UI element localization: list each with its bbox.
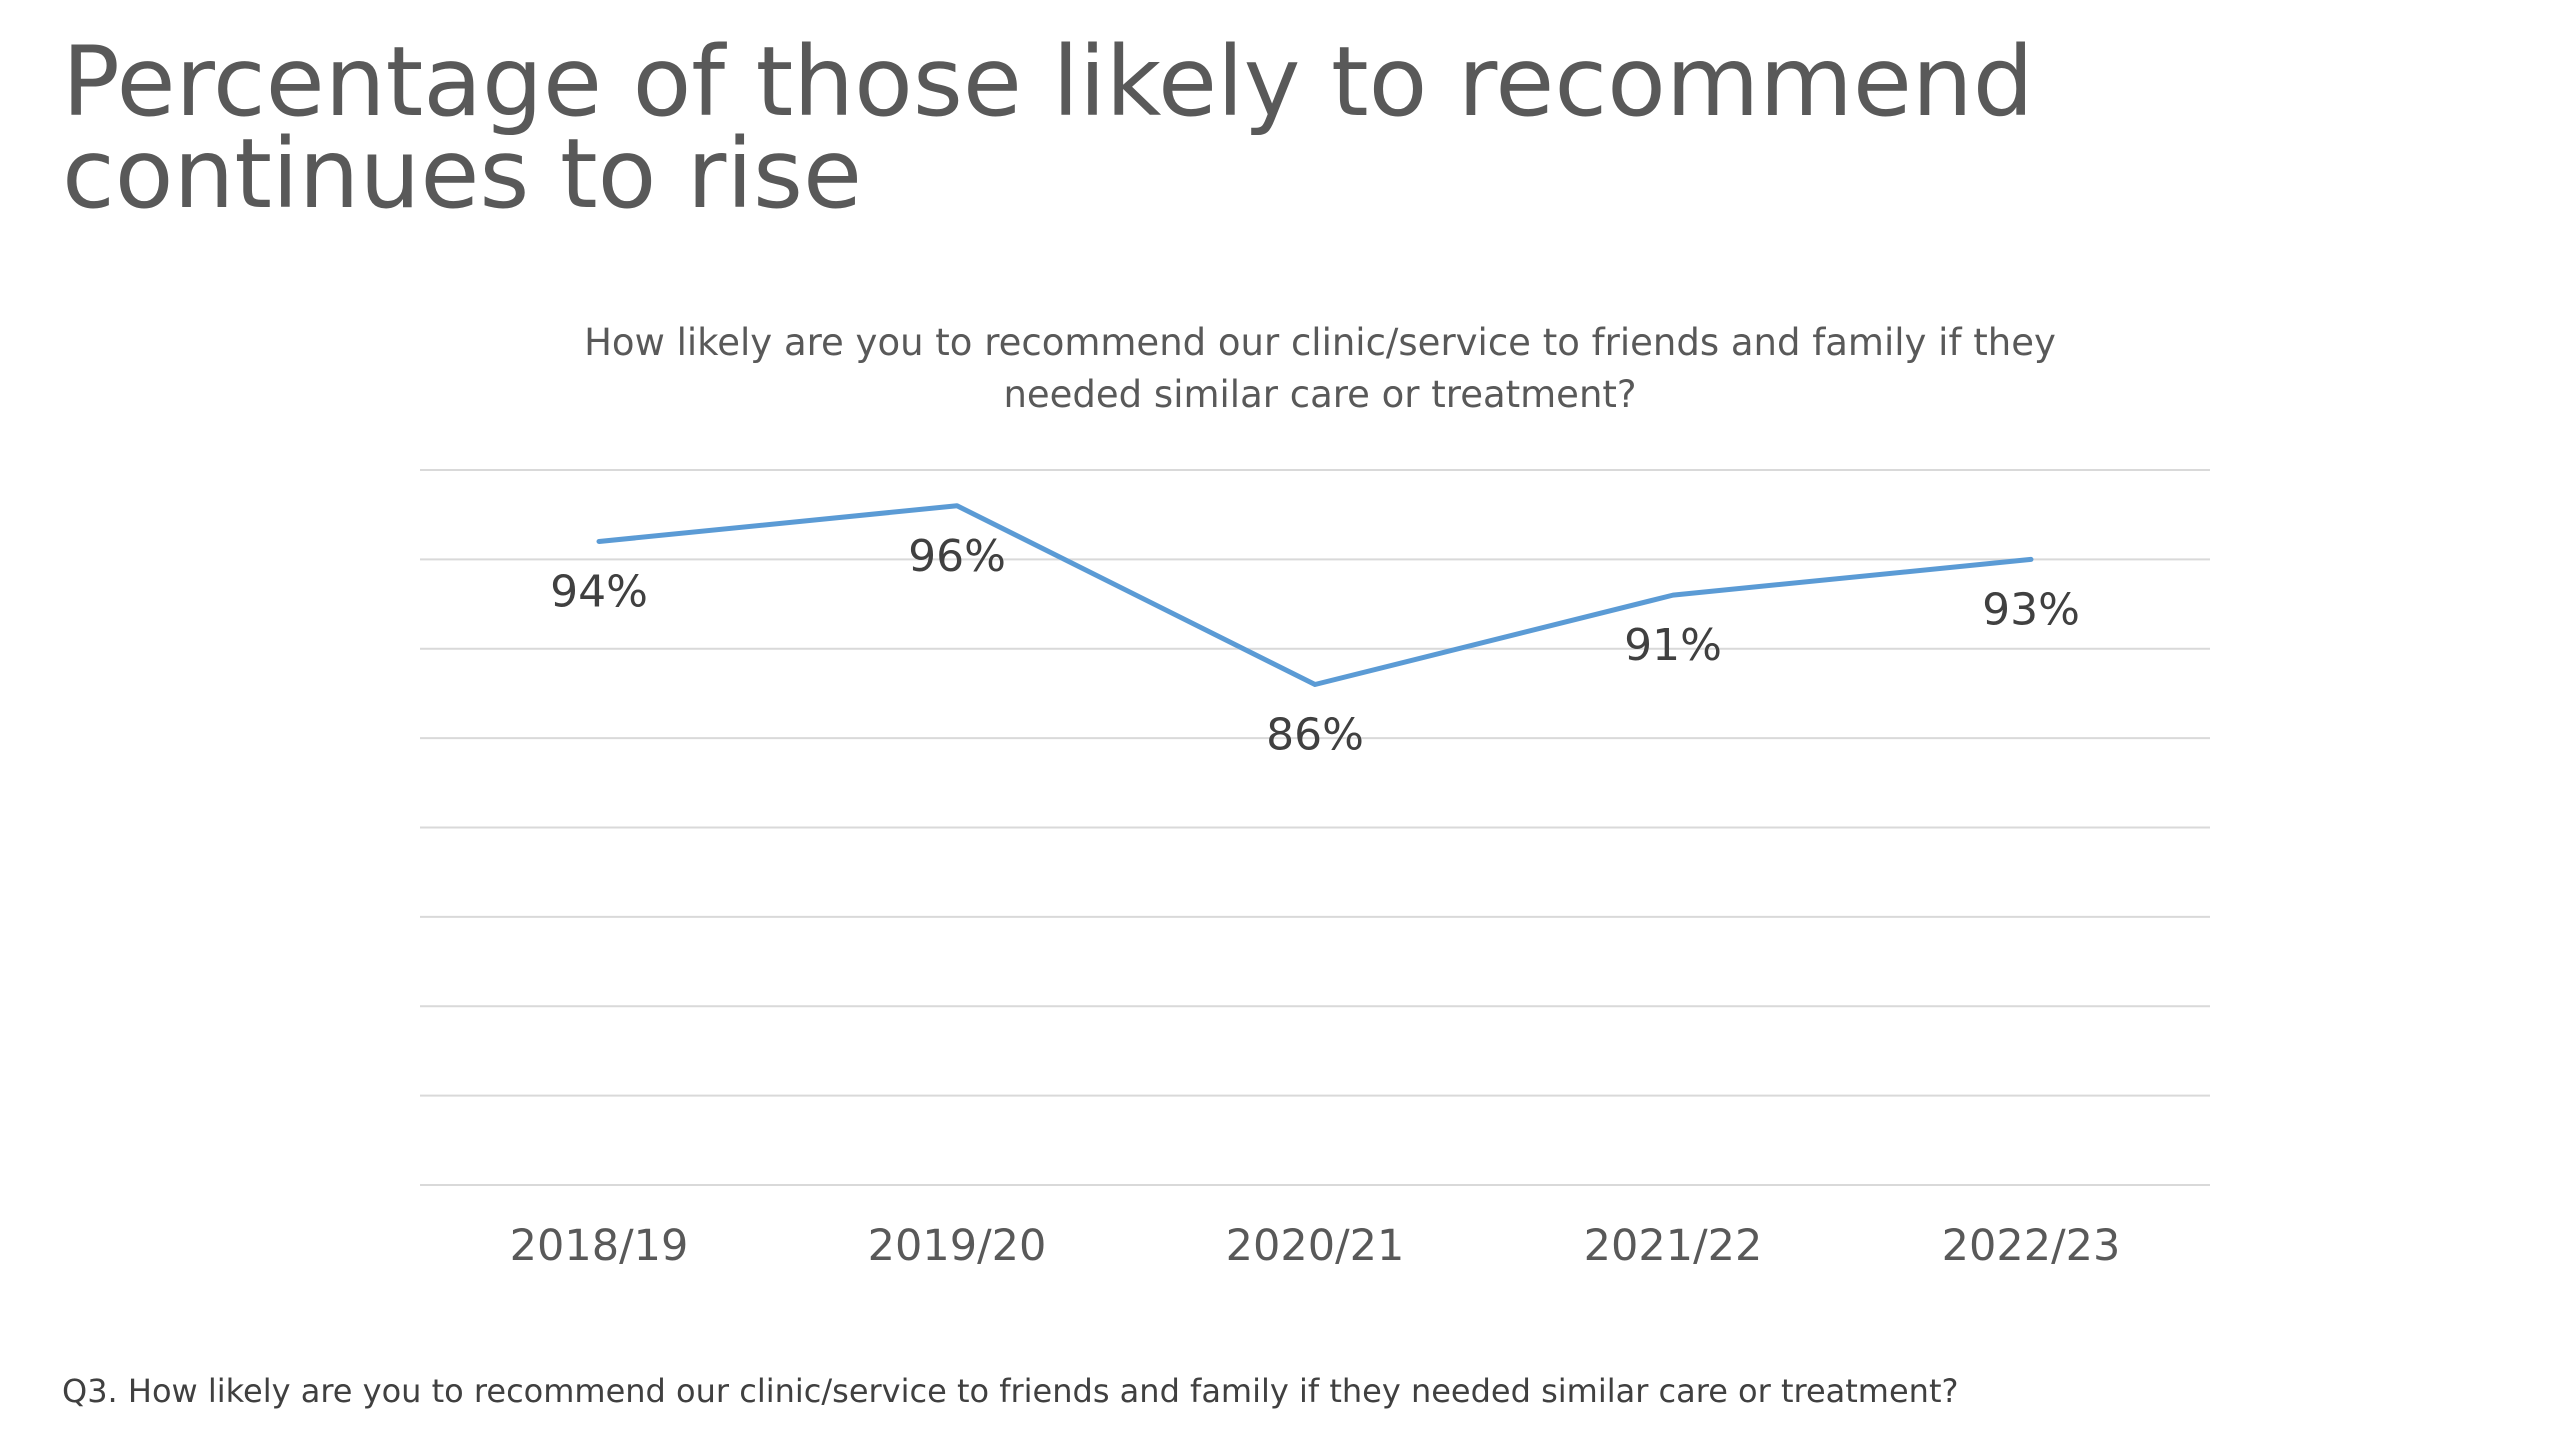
data-label: 86% xyxy=(1266,710,1364,761)
chart-title: How likely are you to recommend our clin… xyxy=(584,321,2056,416)
series-line xyxy=(596,503,2034,687)
chart-title-line: needed similar care or treatment? xyxy=(1003,373,1636,416)
x-tick-label: 2019/20 xyxy=(868,1221,1047,1271)
x-tick-label: 2020/21 xyxy=(1226,1221,1405,1271)
gridlines xyxy=(420,469,2210,1186)
data-label: 93% xyxy=(1982,584,2080,635)
data-label: 94% xyxy=(550,567,648,618)
data-label: 91% xyxy=(1624,620,1722,671)
x-tick-label: 2022/23 xyxy=(1942,1221,2121,1271)
data-labels: 94% 96% 86% 91% 93% xyxy=(550,531,2080,761)
x-tick-label: 2021/22 xyxy=(1584,1221,1763,1271)
x-axis: 2018/19 2019/20 2020/21 2021/22 2022/23 xyxy=(510,1221,2121,1271)
data-label: 96% xyxy=(908,531,1006,582)
series xyxy=(596,503,2034,687)
footnote: Q3. How likely are you to recommend our … xyxy=(62,1372,1959,1410)
x-tick-label: 2018/19 xyxy=(510,1221,689,1271)
chart-title-line: How likely are you to recommend our clin… xyxy=(584,321,2056,364)
slide-title: Percentage of those likely to recommend … xyxy=(62,26,2034,230)
